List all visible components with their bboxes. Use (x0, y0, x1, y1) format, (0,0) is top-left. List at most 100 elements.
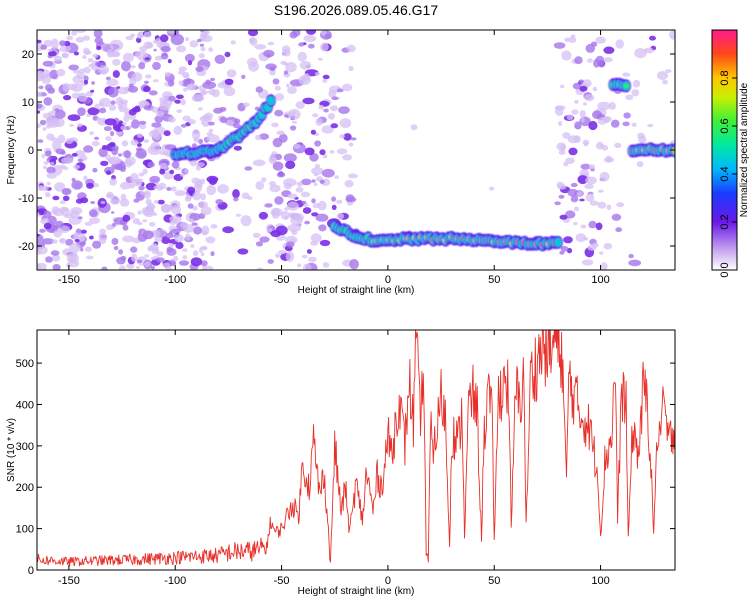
speckle-dot (349, 259, 359, 270)
speckle-dot (210, 77, 216, 82)
speckle-dot (128, 113, 137, 121)
speckle-dot (170, 228, 181, 235)
speckle-dot (108, 104, 117, 111)
speckle-dot (560, 84, 565, 89)
speckle-dot (166, 186, 172, 191)
speckle-dot (112, 222, 116, 227)
speckle-dot (159, 162, 168, 170)
speckle-dot (46, 172, 57, 179)
speckle-dot (561, 50, 572, 61)
speckle-dot (588, 164, 596, 170)
speckle-dot (66, 253, 77, 263)
speckle-dot (294, 213, 304, 222)
speckle-dot (130, 139, 139, 146)
speckle-dot (284, 216, 289, 220)
speckle-dot (585, 176, 597, 185)
speckle-dot (329, 150, 335, 154)
speckle-dot (596, 141, 604, 150)
speckle-dot (243, 102, 250, 107)
speckle-dot (80, 197, 89, 204)
speckle-dot (615, 39, 624, 49)
speckle-dot (313, 173, 319, 177)
speckle-dot (331, 204, 337, 211)
speckle-dot (103, 126, 112, 132)
speckle-dot (50, 38, 59, 50)
speckle-dot (258, 211, 268, 220)
speckle-dot (568, 147, 578, 156)
speckle-dot (115, 96, 124, 107)
speckle-dot (128, 85, 139, 93)
speckle-dot (49, 161, 55, 166)
speckle-dot (570, 182, 578, 188)
speckle-dot (318, 104, 325, 110)
y-tick-label: 300 (16, 441, 34, 453)
speckle-dot (116, 257, 126, 265)
speckle-dot (224, 51, 231, 58)
y-tick-label: 0 (28, 565, 34, 577)
speckle-dot (211, 89, 220, 98)
speckle-dot (615, 227, 623, 233)
speckle-dot (136, 143, 142, 147)
speckle-dot (347, 173, 358, 179)
speckle-dot (232, 189, 240, 199)
speckle-dot (108, 142, 116, 147)
speckle-dot (37, 103, 43, 109)
speckle-dot (42, 165, 48, 169)
speckle-dot (113, 245, 119, 251)
speckle-dot (63, 213, 74, 219)
speckle-dot (200, 206, 212, 216)
speckle-dot (138, 172, 145, 177)
speckle-dot (134, 105, 141, 111)
speckle-dot (288, 212, 297, 218)
speckle-dot (159, 102, 171, 111)
speckle-dot (339, 134, 345, 139)
speckle-dot (297, 263, 302, 268)
speckle-dot (276, 171, 286, 178)
x-tick-label: -50 (274, 274, 290, 286)
speckle-dot (344, 179, 354, 188)
speckle-dot (83, 80, 89, 85)
speckle-dot (72, 69, 80, 74)
speckle-dot (310, 129, 316, 135)
speckle-dot (198, 53, 205, 59)
speckle-dot (327, 112, 336, 120)
speckle-dot (82, 55, 87, 59)
speckle-dot (214, 54, 226, 64)
speckle-dot (265, 63, 277, 70)
speckle-dot (189, 40, 199, 48)
speckle-dot (200, 91, 206, 96)
speckle-dot (292, 30, 301, 37)
speckle-dot (560, 144, 566, 151)
speckle-dot (285, 235, 298, 244)
speckle-dot (233, 145, 242, 151)
speckle-dot (306, 249, 312, 254)
speckle-dot (91, 81, 95, 85)
speckle-dot (41, 153, 46, 159)
speckle-dot (558, 149, 566, 155)
speckle-dot (662, 79, 668, 85)
speckle-dot (256, 267, 264, 270)
speckle-dot (322, 78, 328, 83)
speckle-dot (39, 119, 47, 126)
speckle-dot (307, 256, 317, 263)
speckle-dot (237, 248, 249, 255)
speckle-dot (37, 39, 42, 44)
snr-frame (36, 329, 676, 571)
speckle-dot (268, 155, 277, 165)
speckle-dot (168, 242, 174, 248)
speckle-dot (135, 147, 143, 152)
speckle-dot (589, 200, 599, 206)
speckle-dot (179, 260, 189, 266)
speckle-dot (346, 44, 356, 53)
speckle-dot (336, 148, 348, 155)
speckle-dot (205, 236, 216, 244)
speckle-dot (98, 107, 107, 114)
speckle-dot (234, 118, 241, 125)
speckle-dot (312, 113, 319, 118)
speckle-dot (338, 106, 350, 114)
speckle-dot (51, 239, 58, 244)
speckle-dot (73, 51, 79, 56)
speckle-dot (112, 58, 121, 66)
speckle-dot (96, 45, 102, 51)
feature-mid (554, 237, 562, 247)
